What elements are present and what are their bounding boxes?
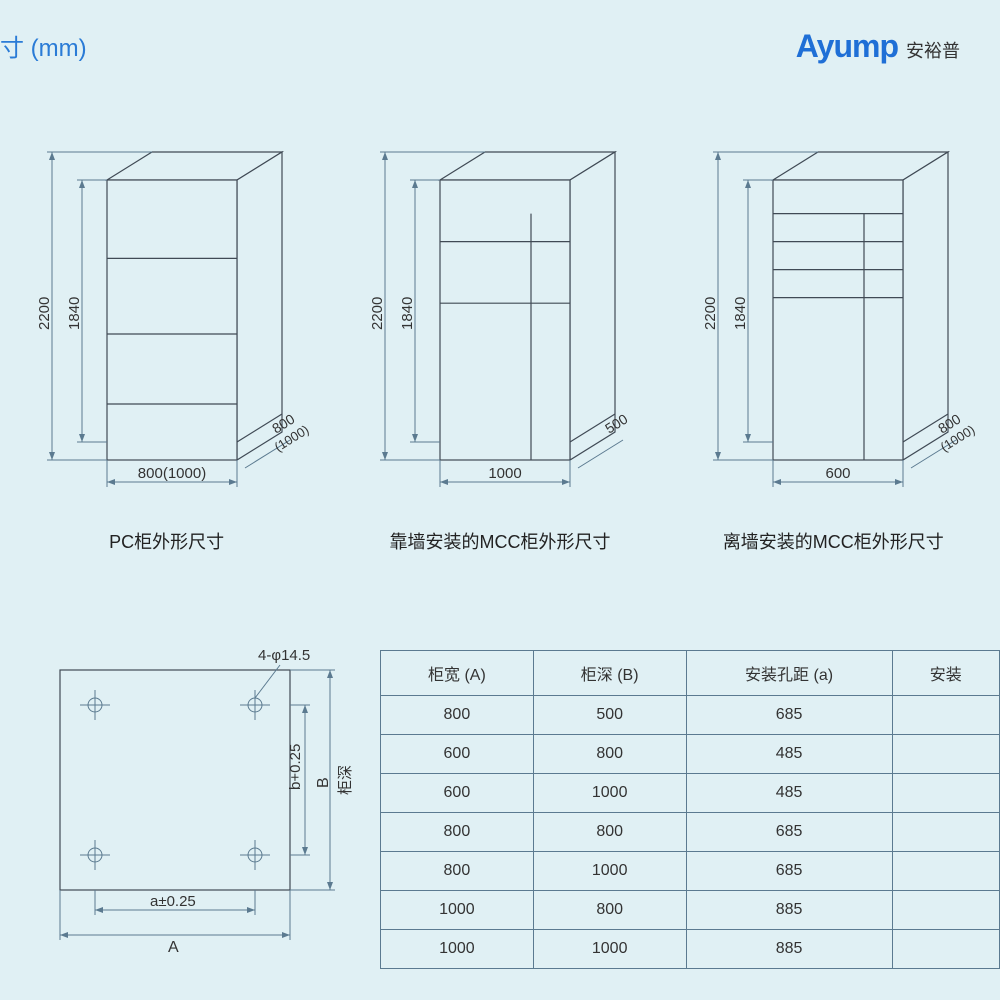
base-plan-diagram: 4-φ14.5 a±0.25 A b+0.25 bbox=[0, 640, 380, 960]
table-cell: 485 bbox=[686, 774, 892, 813]
table-header-cell: 安装孔距 (a) bbox=[686, 651, 892, 696]
table-cell: 1000 bbox=[381, 891, 534, 930]
cabinet-diagram: 2200 1840 800(1000) 800 (1000) PC柜外形尺寸 bbox=[7, 130, 327, 610]
table-header-cell: 柜宽 (A) bbox=[381, 651, 534, 696]
table-cell bbox=[892, 813, 999, 852]
table-row: 1000800885 bbox=[381, 891, 1000, 930]
cabinet-caption: 离墙安装的MCC柜外形尺寸 bbox=[723, 528, 944, 554]
svg-text:800(1000): 800(1000) bbox=[137, 465, 205, 482]
table-header-cell: 柜深 (B) bbox=[533, 651, 686, 696]
svg-text:600: 600 bbox=[826, 465, 851, 482]
table-cell bbox=[892, 930, 999, 969]
table-header-cell: 安装 bbox=[892, 651, 999, 696]
brand-logo: Ayump 安裕普 bbox=[796, 28, 960, 65]
table-cell: 1000 bbox=[533, 774, 686, 813]
table-row: 10001000885 bbox=[381, 930, 1000, 969]
cabinet-caption: 靠墙安装的MCC柜外形尺寸 bbox=[389, 528, 610, 554]
hole-spec-label: 4-φ14.5 bbox=[258, 647, 310, 664]
bottom-row: 4-φ14.5 a±0.25 A b+0.25 bbox=[0, 640, 1000, 980]
svg-text:1840: 1840 bbox=[66, 297, 83, 330]
table-cell: 1000 bbox=[533, 852, 686, 891]
table-cell: 685 bbox=[686, 813, 892, 852]
table-cell bbox=[892, 735, 999, 774]
b-label: B bbox=[315, 777, 332, 788]
unit-label: 寸 (mm) bbox=[0, 28, 87, 63]
table-cell: 800 bbox=[533, 813, 686, 852]
table-cell: 500 bbox=[533, 696, 686, 735]
table-cell bbox=[892, 891, 999, 930]
cabinet-caption: PC柜外形尺寸 bbox=[109, 528, 224, 554]
table-cell bbox=[892, 774, 999, 813]
table-cell: 800 bbox=[381, 813, 534, 852]
svg-text:2200: 2200 bbox=[36, 297, 53, 330]
logo-en-text: Ayump bbox=[796, 28, 898, 65]
cabinet-diagram: 2200 1840 1000 500 靠墙安装的MCC柜外形尺寸 bbox=[340, 130, 660, 610]
a-label: A bbox=[168, 939, 179, 956]
table-cell: 600 bbox=[381, 774, 534, 813]
table-row: 600800485 bbox=[381, 735, 1000, 774]
cabinet-row: 2200 1840 800(1000) 800 (1000) PC柜外形尺寸 bbox=[0, 130, 1000, 610]
svg-text:1840: 1840 bbox=[399, 297, 416, 330]
table-cell: 800 bbox=[381, 852, 534, 891]
svg-text:1000: 1000 bbox=[488, 465, 521, 482]
table-cell: 885 bbox=[686, 930, 892, 969]
table-row: 6001000485 bbox=[381, 774, 1000, 813]
table-cell: 685 bbox=[686, 852, 892, 891]
table-cell: 800 bbox=[381, 696, 534, 735]
table-cell: 485 bbox=[686, 735, 892, 774]
table-cell: 1000 bbox=[381, 930, 534, 969]
dimension-table-container: 柜宽 (A)柜深 (B)安装孔距 (a)安装800500685600800485… bbox=[380, 640, 1000, 980]
table-cell: 685 bbox=[686, 696, 892, 735]
table-cell: 800 bbox=[533, 735, 686, 774]
svg-text:2200: 2200 bbox=[369, 297, 386, 330]
table-row: 800800685 bbox=[381, 813, 1000, 852]
table-cell bbox=[892, 696, 999, 735]
logo-cn-text: 安裕普 bbox=[906, 37, 960, 63]
table-cell: 600 bbox=[381, 735, 534, 774]
table-cell: 800 bbox=[533, 891, 686, 930]
b-tolerance-label: b+0.25 bbox=[287, 744, 304, 790]
table-cell bbox=[892, 852, 999, 891]
table-cell: 1000 bbox=[533, 930, 686, 969]
b-cn-label: 柜深 bbox=[337, 765, 354, 795]
table-row: 800500685 bbox=[381, 696, 1000, 735]
dimension-table: 柜宽 (A)柜深 (B)安装孔距 (a)安装800500685600800485… bbox=[380, 650, 1000, 969]
a-tolerance-label: a±0.25 bbox=[150, 893, 196, 910]
table-cell: 885 bbox=[686, 891, 892, 930]
cabinet-diagram: 2200 1840 600 800 (1000) 离墙安装的MCC柜外形尺寸 bbox=[673, 130, 993, 610]
svg-text:2200: 2200 bbox=[702, 297, 719, 330]
table-row: 8001000685 bbox=[381, 852, 1000, 891]
svg-text:1840: 1840 bbox=[732, 297, 749, 330]
